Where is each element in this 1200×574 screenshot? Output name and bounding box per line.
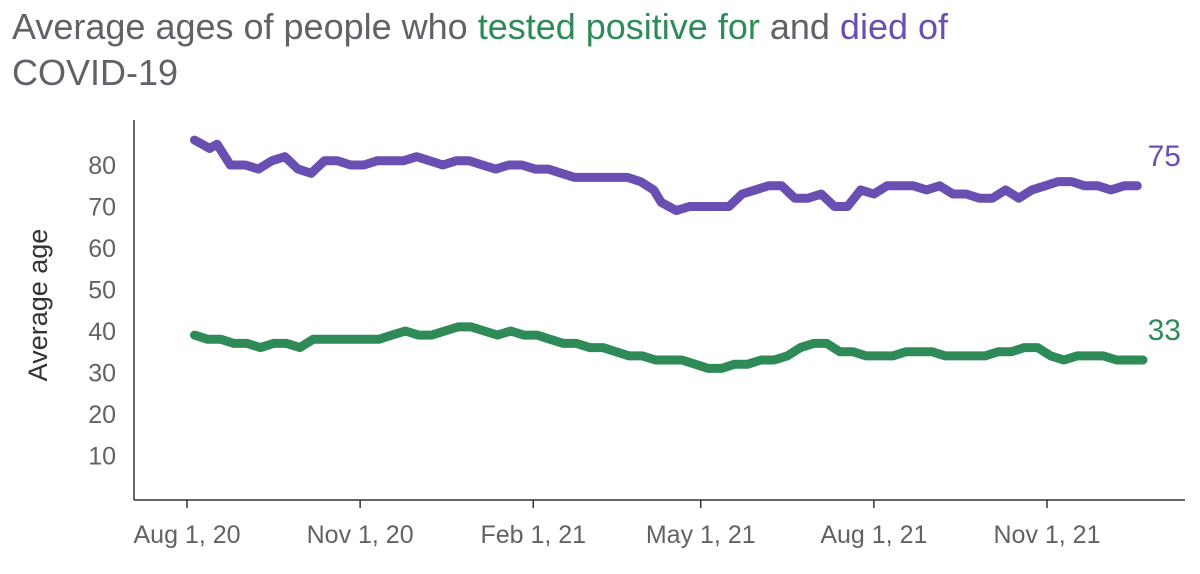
title-text-1: Average ages of people who <box>12 6 478 47</box>
x-tick-label: Aug 1, 21 <box>820 521 927 549</box>
series-lines <box>190 135 1148 373</box>
series-line-died <box>190 135 1142 216</box>
title-text-and: and <box>759 6 840 47</box>
y-tick-label: 30 <box>88 360 116 388</box>
x-ticks: Aug 1, 20 Nov 1, 20 Feb 1, 21 May 1, 21 Aug … <box>133 500 1101 549</box>
end-label-tested: 33 <box>1148 314 1181 347</box>
title-tested-positive: tested positive for <box>477 6 760 47</box>
y-axis-label: Average age <box>23 229 53 382</box>
y-tick-label: 60 <box>88 235 116 263</box>
end-label-died: 75 <box>1148 140 1181 173</box>
end-labels: 75 33 <box>1148 140 1181 347</box>
y-tick-label: 80 <box>88 152 116 180</box>
y-tick-label: 50 <box>88 277 116 305</box>
x-tick-label: Feb 1, 21 <box>480 521 586 549</box>
title-covid: COVID-19 <box>12 52 179 93</box>
y-ticks: 10 20 30 40 50 60 70 80 <box>88 152 116 471</box>
y-tick-label: 40 <box>88 318 116 346</box>
x-tick-label: Nov 1, 21 <box>993 521 1100 549</box>
title-died-of: died of <box>839 6 949 47</box>
y-tick-label: 70 <box>88 194 116 222</box>
x-tick-label: Nov 1, 20 <box>307 521 414 549</box>
x-tick-label: Aug 1, 20 <box>133 521 240 549</box>
series-line-tested <box>190 322 1148 373</box>
chart-title: Average ages of people who tested positi… <box>12 4 1182 96</box>
y-tick-label: 10 <box>88 443 116 471</box>
y-tick-label: 20 <box>88 401 116 429</box>
x-tick-label: May 1, 21 <box>646 521 756 549</box>
